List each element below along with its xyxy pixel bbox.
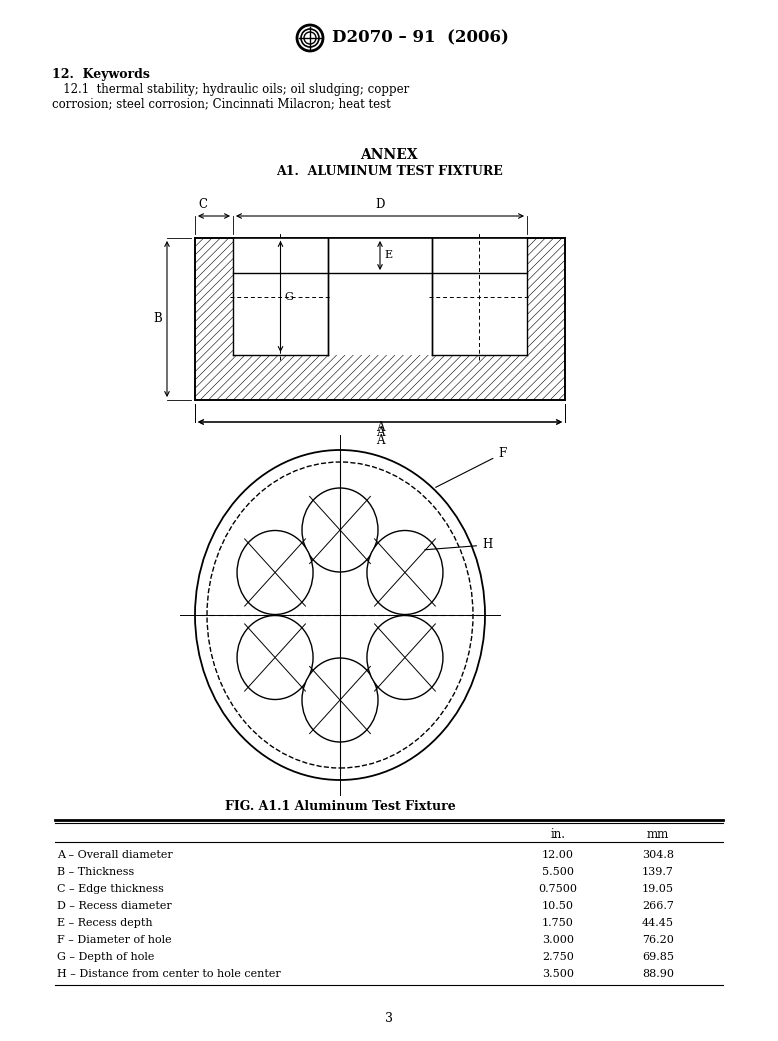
Text: A: A [376,434,384,447]
Text: 3.000: 3.000 [542,935,574,945]
Bar [195,238,565,400]
Text: C: C [198,198,207,211]
Text: 76.20: 76.20 [642,935,674,945]
Bar [233,238,328,355]
Text: C – Edge thickness: C – Edge thickness [57,884,164,894]
Text: G: G [285,291,293,302]
Text: F: F [436,447,506,487]
Text: 69.85: 69.85 [642,953,674,962]
Ellipse shape [237,615,313,700]
Ellipse shape [207,462,473,768]
Text: 304.8: 304.8 [642,850,674,860]
Text: 1.750: 1.750 [542,918,574,928]
Ellipse shape [237,531,313,614]
Text: 0.7500: 0.7500 [538,884,577,894]
Text: 10.50: 10.50 [542,902,574,911]
Text: 44.45: 44.45 [642,918,674,928]
Text: 12.1  thermal stability; hydraulic oils; oil sludging; copper: 12.1 thermal stability; hydraulic oils; … [52,83,409,96]
Text: 2.750: 2.750 [542,953,574,962]
Bar [328,238,432,355]
Text: 139.7: 139.7 [642,867,674,877]
Text: D – Recess diameter: D – Recess diameter [57,902,172,911]
Ellipse shape [302,488,378,572]
Text: in.: in. [551,829,566,841]
Ellipse shape [367,531,443,614]
Text: G – Depth of hole: G – Depth of hole [57,953,154,962]
Bar [432,238,527,355]
Text: 12.00: 12.00 [542,850,574,860]
Text: 3.500: 3.500 [542,969,574,979]
Text: B – Thickness: B – Thickness [57,867,135,877]
Text: A: A [376,421,384,434]
Text: E: E [384,251,392,260]
Text: H: H [425,538,492,552]
Text: 266.7: 266.7 [642,902,674,911]
Text: 12.  Keywords: 12. Keywords [52,68,150,81]
Text: A – Overall diameter: A – Overall diameter [57,850,173,860]
Text: ANNEX: ANNEX [360,148,418,162]
Bar [233,238,527,273]
Text: 88.90: 88.90 [642,969,674,979]
Text: FIG. A1.1 Aluminum Test Fixture: FIG. A1.1 Aluminum Test Fixture [225,799,455,813]
Ellipse shape [195,450,485,780]
Text: 19.05: 19.05 [642,884,674,894]
Text: A: A [376,426,384,439]
Text: D2070 – 91  (2006): D2070 – 91 (2006) [332,29,509,47]
Text: H – Distance from center to hole center: H – Distance from center to hole center [57,969,281,979]
Text: B: B [153,312,162,326]
Text: A1.  ALUMINUM TEST FIXTURE: A1. ALUMINUM TEST FIXTURE [275,166,503,178]
Text: F – Diameter of hole: F – Diameter of hole [57,935,172,945]
Text: 5.500: 5.500 [542,867,574,877]
Text: E – Recess depth: E – Recess depth [57,918,152,928]
Text: mm: mm [647,829,669,841]
Ellipse shape [367,615,443,700]
Text: D: D [375,198,384,211]
Ellipse shape [302,658,378,742]
Text: corrosion; steel corrosion; Cincinnati Milacron; heat test: corrosion; steel corrosion; Cincinnati M… [52,97,391,110]
Text: 3: 3 [385,1012,393,1024]
